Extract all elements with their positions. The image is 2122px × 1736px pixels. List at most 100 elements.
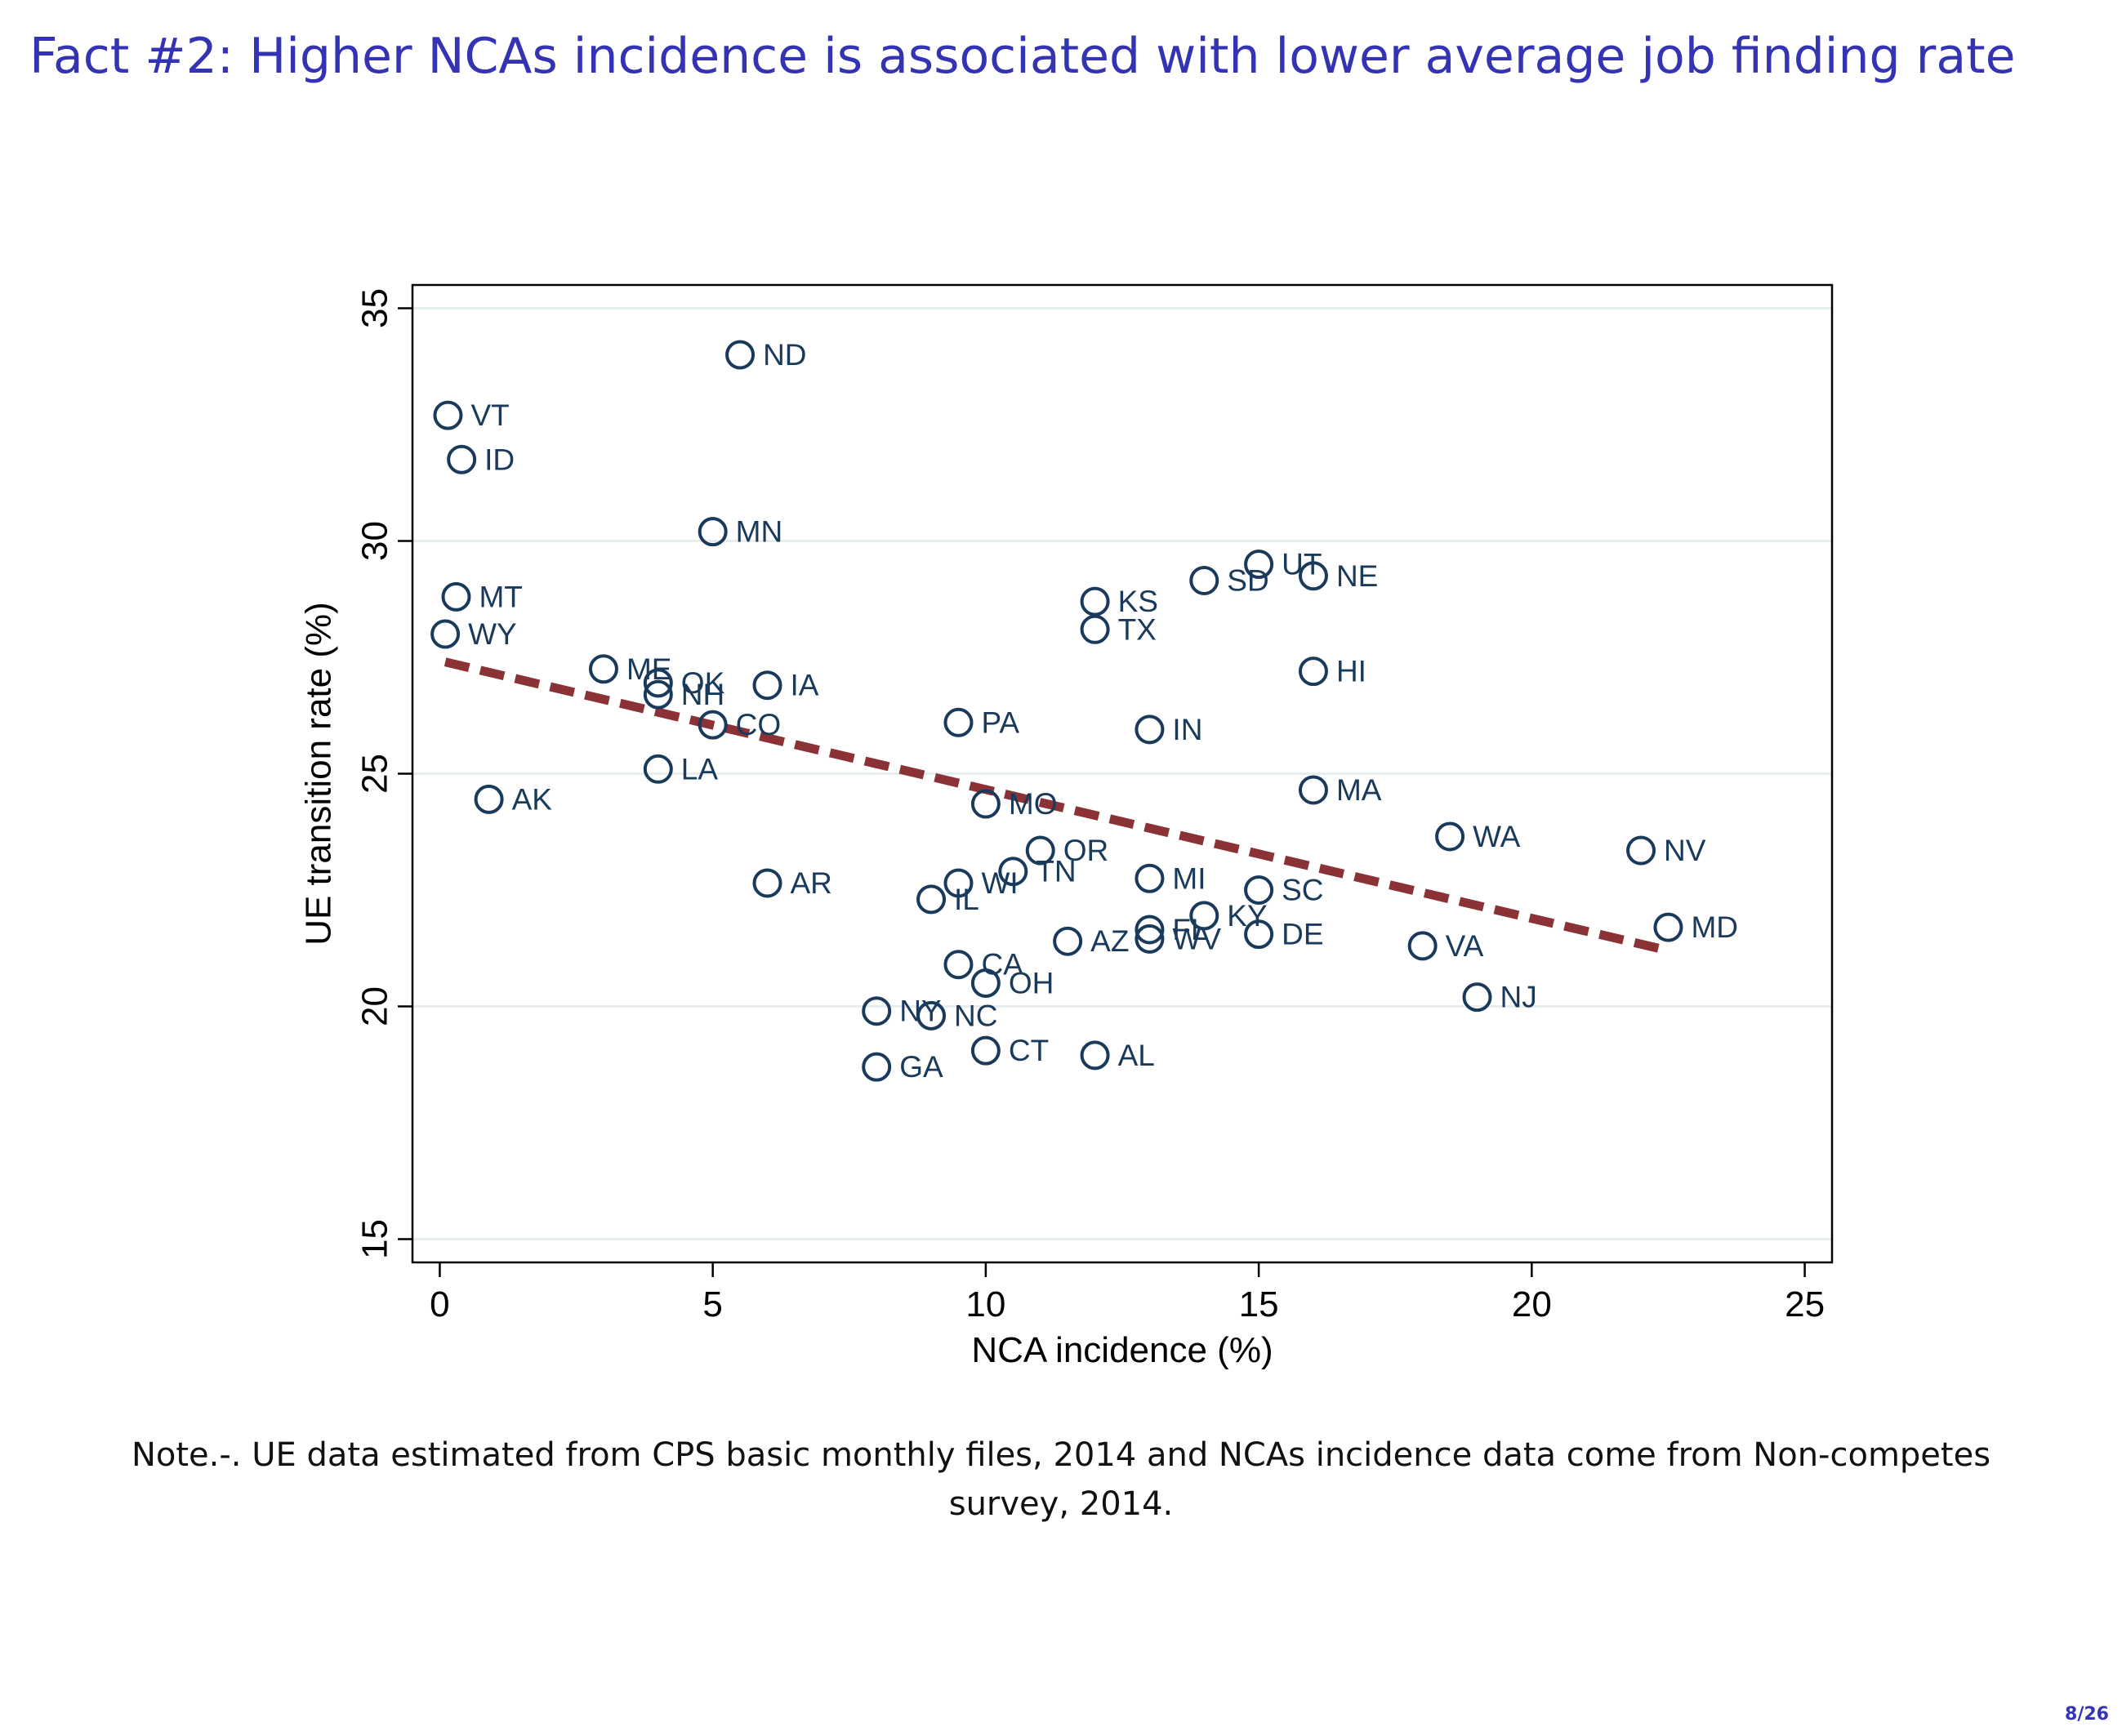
data-point bbox=[1298, 657, 1328, 687]
data-point bbox=[1462, 982, 1492, 1013]
data-point bbox=[1244, 919, 1274, 950]
data-point bbox=[1025, 835, 1055, 866]
y-tick-label: 35 bbox=[355, 288, 395, 328]
point-label: KS bbox=[1118, 585, 1158, 618]
point-label: AZ bbox=[1090, 924, 1129, 958]
data-point bbox=[943, 950, 974, 980]
data-point bbox=[1298, 775, 1328, 805]
data-point bbox=[1626, 835, 1656, 866]
point-label: IA bbox=[791, 669, 819, 702]
slide-title: Fact #2: Higher NCAs incidence is associ… bbox=[29, 28, 2016, 85]
data-point bbox=[970, 1035, 1001, 1066]
y-tick-label: 30 bbox=[355, 521, 395, 561]
point-label: WA bbox=[1473, 820, 1521, 853]
data-point bbox=[1407, 931, 1438, 961]
data-point bbox=[1053, 926, 1083, 956]
data-point bbox=[725, 340, 756, 370]
point-label: MA bbox=[1336, 773, 1382, 807]
data-point bbox=[1244, 875, 1274, 905]
fit-line-layer bbox=[444, 657, 1670, 955]
point-label: MN bbox=[736, 515, 783, 549]
data-point bbox=[1135, 863, 1165, 893]
point-label: NV bbox=[1664, 834, 1706, 867]
data-point bbox=[970, 968, 1001, 998]
data-point bbox=[1298, 561, 1328, 591]
data-point bbox=[862, 996, 892, 1026]
data-point bbox=[698, 710, 728, 740]
grid-lines bbox=[412, 307, 1832, 1240]
data-point bbox=[752, 670, 782, 701]
point-label: MT bbox=[479, 580, 522, 613]
x-axis-title: NCA incidence (%) bbox=[971, 1330, 1273, 1370]
y-tick-label: 20 bbox=[355, 986, 395, 1026]
point-label: ID bbox=[484, 443, 515, 476]
x-tick-label: 5 bbox=[702, 1284, 722, 1324]
data-point bbox=[698, 517, 728, 547]
point-label: FL bbox=[1172, 913, 1207, 946]
point-label: WV bbox=[1172, 922, 1221, 955]
point-label: OH bbox=[1009, 967, 1054, 1000]
y-axis-title: UE transition rate (%) bbox=[299, 602, 339, 946]
point-label: AK bbox=[512, 782, 553, 816]
x-tick-label: 20 bbox=[1512, 1284, 1552, 1324]
data-point bbox=[447, 444, 477, 474]
data-point bbox=[1080, 586, 1110, 617]
figure-note: Note.-. UE data estimated from CPS basic… bbox=[82, 1431, 2040, 1529]
point-label: VT bbox=[470, 398, 509, 432]
data-point bbox=[1189, 565, 1219, 595]
x-tick-label: 15 bbox=[1239, 1284, 1279, 1324]
y-tick-label: 15 bbox=[355, 1219, 395, 1259]
point-label: WY bbox=[468, 617, 517, 651]
point-label: CA bbox=[981, 948, 1023, 982]
data-point bbox=[474, 784, 504, 814]
data-point bbox=[970, 789, 1001, 819]
data-point bbox=[1653, 912, 1683, 942]
data-point bbox=[430, 619, 461, 649]
point-label: IL bbox=[954, 883, 979, 916]
data-point bbox=[752, 868, 782, 898]
data-point bbox=[441, 581, 471, 612]
data-point bbox=[1135, 924, 1165, 954]
note-line-2: survey, 2014. bbox=[948, 1485, 1174, 1523]
data-point bbox=[643, 754, 673, 784]
x-tick-label: 10 bbox=[965, 1284, 1005, 1324]
data-point bbox=[943, 868, 974, 898]
point-label: ND bbox=[763, 338, 806, 372]
point-label: OR bbox=[1063, 834, 1109, 867]
point-label: MD bbox=[1691, 910, 1738, 944]
point-label: PA bbox=[981, 706, 1019, 739]
data-point bbox=[916, 884, 947, 915]
point-label: ME bbox=[626, 652, 672, 686]
point-label: IN bbox=[1172, 713, 1202, 746]
point-label: CT bbox=[1009, 1034, 1049, 1067]
point-label: OK bbox=[681, 666, 725, 700]
point-label: MI bbox=[1172, 861, 1206, 895]
data-point bbox=[1135, 714, 1165, 745]
point-label: SD bbox=[1227, 563, 1268, 597]
x-tick-label: 0 bbox=[430, 1284, 449, 1324]
point-label: NJ bbox=[1500, 981, 1537, 1014]
point-label: NH bbox=[681, 678, 724, 711]
data-point bbox=[1189, 901, 1219, 931]
data-point bbox=[943, 707, 974, 737]
point-label: WI bbox=[981, 866, 1018, 900]
point-label: NC bbox=[954, 999, 997, 1032]
data-point bbox=[1244, 550, 1274, 579]
data-point bbox=[1080, 1040, 1110, 1071]
point-label: VA bbox=[1446, 929, 1484, 963]
fit-line bbox=[444, 657, 1670, 955]
point-label: LA bbox=[681, 752, 719, 786]
point-label: AR bbox=[791, 866, 832, 900]
point-label: TN bbox=[1036, 855, 1076, 888]
page-number: 8/26 bbox=[2065, 1704, 2109, 1725]
data-point bbox=[643, 679, 673, 710]
data-point bbox=[862, 1052, 892, 1082]
data-point bbox=[916, 1000, 947, 1030]
point-label: SC bbox=[1282, 874, 1323, 907]
data-point bbox=[433, 400, 463, 430]
point-label: DE bbox=[1282, 918, 1323, 951]
point-label: AL bbox=[1118, 1039, 1155, 1072]
data-point bbox=[1435, 821, 1465, 852]
point-label: NE bbox=[1336, 559, 1378, 593]
